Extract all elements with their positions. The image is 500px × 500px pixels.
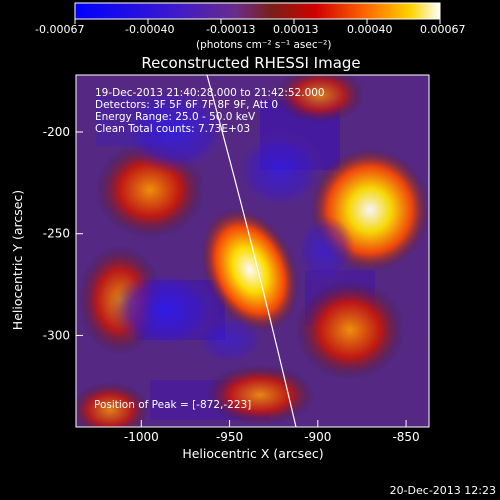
- info-line-3: Energy Range: 25.0 - 50.0 keV: [95, 111, 256, 123]
- colorbar-tick-1: -0.00067: [35, 23, 84, 36]
- colorbar-tick-3: -0.00013: [206, 23, 255, 36]
- x-tick-label: -950: [216, 430, 243, 444]
- footer-timestamp: 20-Dec-2013 12:23: [390, 484, 496, 497]
- plot-frame: [75, 74, 430, 428]
- info-line-2: Detectors: 3F 5F 6F 7F 8F 9F, Att 0: [95, 99, 278, 111]
- colorbar: -0.00067 -0.00040 -0.00013 0.00013 0.000…: [35, 2, 466, 51]
- y-tick-label: -300: [43, 328, 70, 342]
- colorbar-tick-5: 0.00040: [347, 23, 393, 36]
- info-line-1: 19-Dec-2013 21:40:28.000 to 21:42:52.000: [95, 87, 325, 99]
- y-axis-label: Heliocentric Y (arcsec): [10, 190, 25, 330]
- x-tick-label: -1000: [124, 430, 159, 444]
- info-line-4: Clean Total counts: 7.73E+03: [95, 123, 250, 135]
- info-text: 19-Dec-2013 21:40:28.000 to 21:42:52.000…: [95, 87, 325, 135]
- colorbar-ticks: [74, 19, 441, 24]
- solar-limb-line: [206, 75, 297, 427]
- y-tick-label: -250: [43, 227, 70, 241]
- axes: -1000 -950 -900 -850 -200 -250 -300: [43, 125, 420, 444]
- peak-label: Position of Peak = [-872,-223]: [94, 399, 251, 411]
- colorbar-unit-label: (photons cm⁻² s⁻¹ asec⁻²): [196, 39, 331, 51]
- x-tick-label: -850: [392, 430, 419, 444]
- x-tick-label: -900: [304, 430, 331, 444]
- colorbar-gradient: [74, 2, 441, 20]
- emission-features: [76, 75, 429, 427]
- image-area: [76, 75, 429, 427]
- colorbar-tick-4: 0.00013: [273, 23, 319, 36]
- x-axis-label: Heliocentric X (arcsec): [182, 446, 323, 461]
- y-tick-label: -200: [43, 125, 70, 139]
- plot-title: Reconstructed RHESSI Image: [141, 54, 360, 72]
- colorbar-tick-6: 0.00067: [420, 23, 466, 36]
- colorbar-tick-2: -0.00040: [125, 23, 174, 36]
